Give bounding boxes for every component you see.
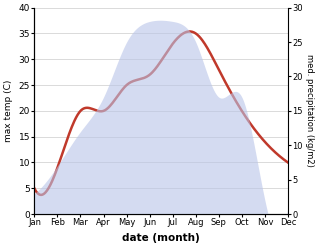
X-axis label: date (month): date (month) (122, 233, 200, 243)
Y-axis label: max temp (C): max temp (C) (4, 80, 13, 142)
Y-axis label: med. precipitation (kg/m2): med. precipitation (kg/m2) (305, 54, 314, 167)
